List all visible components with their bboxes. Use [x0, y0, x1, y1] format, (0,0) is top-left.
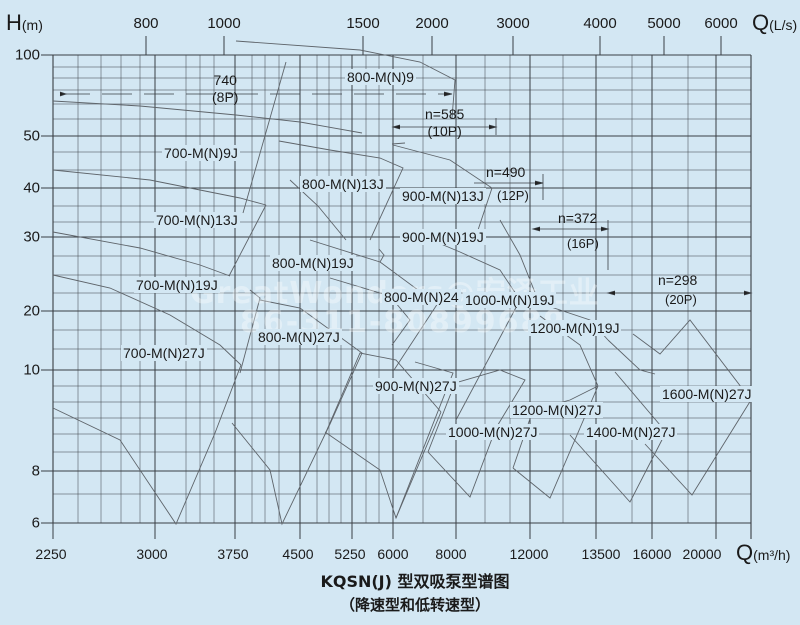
x-top-tick: 1500: [346, 15, 380, 32]
series-label: 900-M(N)19J: [400, 229, 486, 245]
y-tick: 100: [14, 46, 40, 64]
x-bottom-tick: 3750: [217, 546, 249, 562]
x-bottom-tick: 2250: [35, 546, 67, 562]
speed-label-490: n=490: [486, 164, 525, 180]
series-label: 900-M(N)27J: [373, 378, 459, 394]
x-top-tick: 2000: [415, 15, 449, 32]
y-tick: 50: [23, 127, 40, 145]
series-label: 700-M(N)13J: [154, 212, 240, 228]
y-tick: 10: [23, 361, 40, 379]
series-label: 1400-M(N)27J: [584, 424, 678, 440]
series-label: 1200-M(N)19J: [528, 320, 622, 336]
x-bottom-tick: 6000: [377, 546, 409, 562]
x-bottom-axis-label: Q: [736, 540, 754, 565]
speed-label-298: n=298: [658, 272, 697, 288]
x-top-tick: 800: [133, 15, 159, 32]
y-axis-unit: (m): [21, 17, 43, 33]
x-top-tick: 1000: [207, 15, 241, 32]
x-top-tick: 3000: [496, 15, 530, 32]
pole-label-16p: (16P): [567, 236, 599, 251]
series-label: 800-M(N)24: [382, 289, 461, 305]
series-label: 800-M(N)19J: [270, 255, 356, 271]
x-bottom-tick: 12000: [509, 546, 549, 562]
chart-subtitle: （降速型和低转速型）: [339, 596, 490, 614]
x-bottom-tick: 20000: [682, 546, 722, 562]
y-tick: 40: [23, 179, 40, 197]
pole-count: (8P): [212, 89, 239, 105]
speed-value: n=298: [658, 272, 698, 288]
x-top-axis-label: Q: [752, 10, 770, 35]
chart-title: KQSN(J) 型双吸泵型谱图: [320, 572, 510, 591]
speed-value: n=372: [558, 210, 598, 226]
series-label: 1200-M(N)27J: [510, 402, 604, 418]
pole-label-12p: (12P): [497, 188, 529, 203]
speed-value: n=490: [486, 164, 526, 180]
speed-value: 740: [213, 72, 237, 88]
series-label: 700-M(N)27J: [121, 345, 207, 361]
x-bottom-tick: 3000: [136, 546, 168, 562]
x-top-tick: 5000: [647, 15, 681, 32]
y-tick: 6: [31, 514, 40, 532]
y-axis-title: H(m): [6, 10, 43, 36]
x-top-tick: 4000: [583, 15, 617, 32]
speed-label-585: n=585 (10P): [425, 106, 464, 140]
speed-label-372: n=372: [558, 210, 597, 226]
y-tick: 30: [23, 228, 40, 246]
x-top-axis-unit: (L/s): [769, 17, 798, 33]
x-bottom-tick: 5250: [334, 546, 366, 562]
series-label: 700-M(N)9J: [162, 145, 240, 161]
y-tick: 8: [31, 462, 40, 480]
x-top-tick: 6000: [704, 15, 738, 32]
speed-label-740: 740 (8P): [212, 72, 238, 106]
pole-label-20p: (20P): [665, 292, 697, 307]
series-label: 800-M(N)27J: [256, 329, 342, 345]
x-bottom-axis-title: Q(m³/h): [736, 540, 790, 566]
x-bottom-tick: 13500: [581, 546, 621, 562]
series-label: 900-M(N)13J: [400, 188, 486, 204]
x-bottom-tick: 16000: [632, 546, 672, 562]
x-top-axis-title: Q(L/s): [752, 10, 797, 36]
pole-count: (10P): [427, 123, 462, 139]
speed-range-markers: [59, 91, 753, 296]
series-label: 1000-M(N)19J: [463, 292, 557, 308]
x-bottom-tick: 8000: [435, 546, 467, 562]
speed-value: n=585: [425, 106, 465, 122]
series-label: 1600-M(N)27J: [660, 386, 754, 402]
series-label: 700-M(N)19J: [134, 277, 220, 293]
series-label: 800-M(N)9: [345, 69, 416, 85]
y-axis-label: H: [6, 10, 22, 35]
series-label: 800-M(N)13J: [300, 176, 386, 192]
y-tick: 20: [23, 302, 40, 320]
x-bottom-axis-unit: (m³/h): [753, 547, 791, 563]
series-label: 1000-M(N)27J: [446, 424, 540, 440]
x-bottom-tick: 4500: [282, 546, 314, 562]
